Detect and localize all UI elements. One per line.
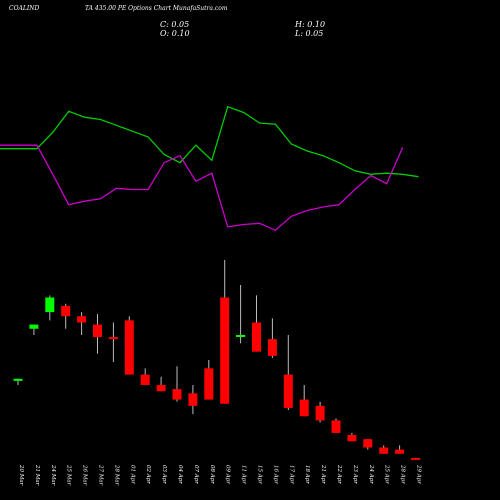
indicator-line-2	[0, 144, 404, 232]
candle-29-apr	[411, 457, 420, 460]
open-value: O: 0.10	[160, 29, 190, 38]
candlesticks	[13, 260, 420, 460]
candle-body	[220, 297, 230, 404]
candle-body	[395, 449, 405, 454]
candle-01-apr	[124, 316, 134, 375]
x-tick-label: 02 Apr	[145, 465, 151, 484]
candle-24-mar	[45, 295, 55, 321]
x-axis-labels: 20 Mar 21 Mar 24 Mar 25 Mar 26 Mar 27 Mar 28 M…	[18, 464, 422, 486]
candle-body	[77, 316, 87, 323]
candle-body	[140, 374, 150, 385]
candle-18-apr	[299, 385, 309, 417]
x-tick-label: 16 Apr	[272, 465, 278, 484]
candle-28-apr	[395, 445, 405, 454]
x-tick-label: 01 Apr	[129, 465, 135, 484]
candle-21-mar	[29, 324, 39, 335]
candle-body	[108, 337, 118, 340]
x-tick-label: 08 Apr	[209, 465, 215, 484]
candle-15-apr	[252, 295, 261, 352]
candle-22-apr	[331, 418, 341, 433]
candle-body	[252, 322, 261, 352]
x-tick-label: 25 Mar	[66, 464, 72, 486]
candle-23-apr	[347, 432, 357, 442]
x-tick-label: 23 Apr	[352, 464, 358, 484]
candle-17-apr	[283, 335, 293, 410]
x-tick-label: 21 Mar	[34, 464, 40, 486]
candle-28-mar	[108, 322, 118, 363]
indicator-lines	[0, 105, 419, 232]
x-tick-label: 15 Apr	[257, 465, 263, 484]
x-tick-label: 26 Mar	[82, 464, 88, 486]
candle-body	[315, 405, 325, 421]
x-tick-label: 21 Apr	[320, 464, 326, 484]
candle-body	[29, 324, 39, 329]
indicator-line-1	[0, 105, 419, 178]
candle-03-apr	[156, 376, 166, 392]
candle-25-apr	[379, 445, 389, 454]
x-tick-label: 07 Apr	[193, 465, 199, 484]
candle-body	[363, 439, 373, 448]
x-tick-label: 17 Apr	[288, 465, 294, 484]
candle-body	[172, 389, 182, 400]
candle-body	[299, 399, 309, 417]
x-tick-label: 28 Apr	[400, 464, 406, 484]
candle-body	[379, 447, 389, 454]
x-tick-label: 09 Apr	[225, 465, 231, 484]
candle-09-apr	[220, 260, 230, 404]
low-value: L: 0.05	[295, 29, 324, 38]
candle-16-apr	[267, 318, 277, 358]
candle-body	[93, 324, 102, 338]
x-tick-label: 29 Apr	[416, 464, 422, 484]
candle-body	[267, 339, 277, 356]
x-tick-label: 22 Apr	[336, 464, 342, 484]
chart-title: COALIND	[9, 5, 40, 12]
candle-body	[411, 457, 420, 460]
candle-body	[204, 368, 214, 400]
x-tick-label: 04 Apr	[177, 465, 183, 484]
candle-body	[283, 374, 293, 408]
close-value: C: 0.05	[160, 20, 190, 29]
x-tick-label: 27 Mar	[98, 464, 104, 486]
candle-04-apr	[172, 366, 182, 402]
candle-body	[188, 393, 198, 406]
candle-body	[61, 305, 71, 317]
x-tick-label: 03 Apr	[161, 465, 167, 484]
x-tick-label: 18 Apr	[304, 465, 310, 484]
x-tick-label: 28 Mar	[113, 464, 119, 486]
candle-body	[347, 435, 357, 442]
candle-11-apr	[236, 285, 246, 344]
candle-07-apr	[188, 385, 198, 415]
candle-body	[331, 420, 341, 433]
candle-02-apr	[140, 368, 150, 385]
candle-20-mar	[13, 378, 23, 385]
candle-body	[156, 385, 166, 392]
x-tick-label: 24 Mar	[50, 464, 56, 486]
candle-08-apr	[204, 360, 214, 400]
x-tick-label: 24 Apr	[368, 464, 374, 484]
candle-25-mar	[61, 303, 71, 329]
candle-body	[13, 378, 23, 381]
x-tick-label: 20 Mar	[18, 464, 24, 486]
candle-body	[45, 297, 55, 313]
candle-21-apr	[315, 401, 325, 423]
candle-24-apr	[363, 439, 373, 450]
candle-26-mar	[77, 312, 87, 335]
chart-subtitle: TA 435.00 PE Options Chart MunafaSutra.c…	[85, 5, 228, 12]
x-tick-label: 11 Apr	[241, 465, 247, 484]
candle-body	[124, 320, 134, 375]
x-tick-label: 25 Apr	[384, 464, 390, 484]
high-value: H: 0.10	[295, 20, 326, 29]
candle-27-mar	[93, 314, 102, 354]
candle-body	[236, 335, 246, 337]
